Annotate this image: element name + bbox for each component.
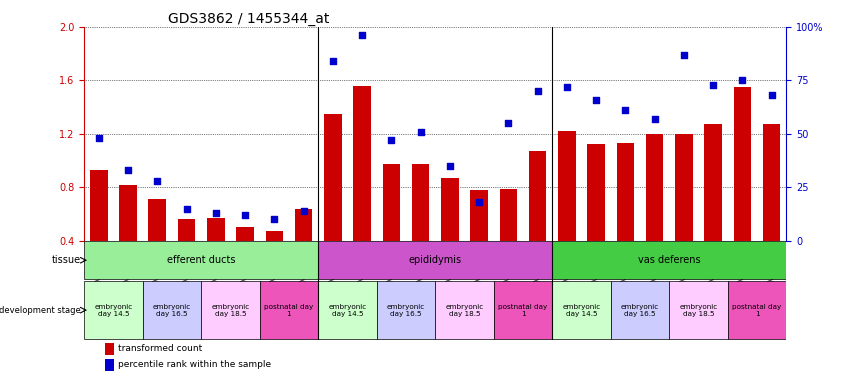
Text: embryonic
day 16.5: embryonic day 16.5 [153, 304, 191, 317]
Text: embryonic
day 18.5: embryonic day 18.5 [446, 304, 484, 317]
Bar [377, 281, 436, 339]
Text: GDS3862 / 1455344_at: GDS3862 / 1455344_at [168, 12, 330, 26]
Bar [558, 131, 575, 241]
Bar [675, 134, 693, 241]
Point [473, 199, 486, 205]
Bar [105, 343, 114, 355]
Text: embryonic
day 16.5: embryonic day 16.5 [387, 304, 425, 317]
Point [267, 216, 281, 222]
Bar [500, 189, 517, 241]
Point [501, 120, 515, 126]
Text: percentile rank within the sample: percentile rank within the sample [118, 360, 271, 369]
Bar [727, 281, 786, 339]
Bar [119, 185, 137, 241]
Point [326, 58, 340, 64]
Bar [90, 170, 108, 241]
Bar [207, 218, 225, 241]
Bar [143, 281, 201, 339]
Bar [383, 164, 400, 241]
Bar [318, 281, 377, 339]
Text: postnatal day
1: postnatal day 1 [733, 304, 781, 317]
Point [297, 208, 310, 214]
Bar [705, 124, 722, 241]
Point [121, 167, 135, 173]
Bar [553, 242, 786, 279]
Bar [260, 281, 318, 339]
Point [677, 51, 690, 58]
Bar [266, 231, 283, 241]
Bar [646, 134, 664, 241]
Bar [84, 242, 318, 279]
Bar [412, 164, 430, 241]
Point [92, 135, 105, 141]
Bar [236, 227, 254, 241]
Text: tissue: tissue [52, 255, 82, 265]
Text: embryonic
day 18.5: embryonic day 18.5 [211, 304, 250, 317]
Point [736, 77, 749, 83]
Point [706, 81, 720, 88]
Text: vas deferens: vas deferens [638, 255, 701, 265]
Bar [84, 281, 143, 339]
Bar [669, 281, 727, 339]
Point [414, 129, 427, 135]
Text: development stage: development stage [0, 306, 82, 314]
Bar [318, 242, 553, 279]
Bar [105, 359, 114, 371]
Text: embryonic
day 18.5: embryonic day 18.5 [680, 304, 717, 317]
Point [765, 92, 779, 98]
Point [443, 163, 457, 169]
Bar [494, 281, 553, 339]
Text: embryonic
day 14.5: embryonic day 14.5 [328, 304, 367, 317]
Bar [616, 143, 634, 241]
Text: efferent ducts: efferent ducts [167, 255, 235, 265]
Bar [324, 114, 341, 241]
Text: epididymis: epididymis [409, 255, 462, 265]
Bar [733, 87, 751, 241]
Bar [177, 219, 195, 241]
Bar [201, 281, 260, 339]
Bar [436, 281, 494, 339]
Point [151, 178, 164, 184]
Point [531, 88, 544, 94]
Point [590, 96, 603, 103]
Point [238, 212, 251, 218]
Point [180, 205, 193, 212]
Point [384, 137, 398, 143]
Bar [529, 151, 547, 241]
Text: embryonic
day 14.5: embryonic day 14.5 [94, 304, 133, 317]
Point [648, 116, 661, 122]
Bar [763, 124, 780, 241]
Bar [470, 190, 488, 241]
Bar [611, 281, 669, 339]
Point [560, 84, 574, 90]
Bar [587, 144, 605, 241]
Text: postnatal day
1: postnatal day 1 [264, 304, 314, 317]
Bar [294, 209, 312, 241]
Bar [553, 281, 611, 339]
Bar [441, 178, 458, 241]
Point [356, 32, 369, 38]
Bar [149, 199, 166, 241]
Text: postnatal day
1: postnatal day 1 [499, 304, 547, 317]
Text: embryonic
day 16.5: embryonic day 16.5 [621, 304, 659, 317]
Point [619, 107, 632, 113]
Point [209, 210, 223, 216]
Text: transformed count: transformed count [118, 344, 202, 353]
Text: embryonic
day 14.5: embryonic day 14.5 [563, 304, 600, 317]
Bar [353, 86, 371, 241]
